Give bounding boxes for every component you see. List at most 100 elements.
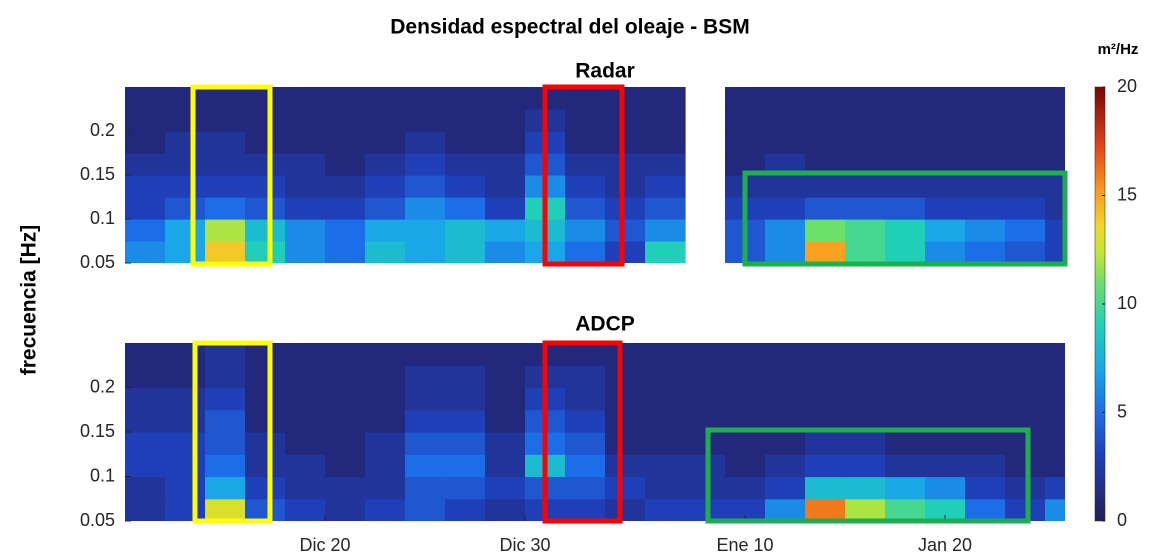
heatmap-cell [725, 387, 766, 411]
heatmap-cell [805, 109, 846, 132]
heatmap-cell [325, 343, 366, 366]
heatmap-cell [965, 454, 1006, 478]
heatmap-cell [405, 409, 446, 433]
heatmap-cell [965, 498, 1006, 521]
heatmap-cell [645, 409, 686, 433]
heatmap-cell [325, 131, 366, 154]
heatmap-cell [1045, 454, 1065, 478]
heatmap-cell [405, 131, 446, 154]
heatmap-cell [605, 343, 646, 366]
heatmap-cell [125, 87, 166, 110]
heatmap-cell [1045, 476, 1065, 500]
heatmap-cell [965, 343, 1006, 366]
heatmap-cell [685, 432, 726, 455]
heatmap-cell [805, 409, 846, 433]
heatmap-cell [245, 153, 286, 176]
heatmap-cell [725, 454, 766, 478]
heatmap-cell [125, 476, 166, 500]
heatmap-cell [845, 365, 886, 389]
heatmap-cell [725, 131, 766, 154]
heatmap-cell [765, 175, 806, 198]
heatmap-cell [885, 241, 926, 263]
heatmap-cell [645, 241, 686, 263]
heatmap-cell [565, 197, 606, 220]
heatmap-cell [445, 197, 486, 220]
heatmap-cell [125, 343, 166, 366]
heatmap-cell [205, 409, 246, 433]
heatmap-cell [1045, 432, 1065, 455]
heatmap-cell [565, 131, 606, 154]
heatmap-cell [605, 476, 646, 500]
y-tick-label: 0.2 [90, 376, 115, 396]
heatmap-cell [925, 219, 966, 242]
heatmap-cell [805, 219, 846, 242]
heatmap-cell [605, 219, 646, 242]
heatmap-cell [765, 365, 806, 389]
heatmap-cell [845, 131, 886, 154]
heatmap-cell [365, 131, 406, 154]
heatmap-cell [165, 498, 206, 521]
heatmap-cell [485, 109, 526, 132]
heatmap-cell [245, 454, 286, 478]
heatmap-cell [605, 365, 646, 389]
heatmap-cell [965, 365, 1006, 389]
heatmap-cell [485, 153, 526, 176]
heatmap-cell [445, 343, 486, 366]
heatmap-cell [645, 454, 686, 478]
heatmap-cell [645, 476, 686, 500]
heatmap-cell [165, 153, 206, 176]
heatmap-cell [325, 87, 366, 110]
y-tick-label: 0.15 [80, 421, 115, 441]
heatmap-cell [965, 219, 1006, 242]
heatmap-cell [325, 109, 366, 132]
heatmap-cell [805, 498, 846, 521]
heatmap-cell [325, 241, 366, 263]
heatmap-cell [1045, 87, 1065, 110]
heatmap-cell [885, 219, 926, 242]
heatmap-cell [205, 197, 246, 220]
heatmap-cell [925, 476, 966, 500]
heatmap-cell [845, 343, 886, 366]
heatmap-cell [285, 409, 326, 433]
heatmap-cell [325, 498, 366, 521]
heatmap-cell [1045, 409, 1065, 433]
heatmap-cell [325, 197, 366, 220]
heatmap-cell [445, 175, 486, 198]
heatmap-cell [645, 197, 686, 220]
heatmap-cell [965, 131, 1006, 154]
heatmap-cell [245, 197, 286, 220]
heatmap-cell [325, 387, 366, 411]
heatmap-cell [405, 432, 446, 455]
heatmap-cell [885, 387, 926, 411]
heatmap-cell [765, 498, 806, 521]
heatmap-cell [125, 432, 166, 455]
heatmap-cell [1005, 109, 1046, 132]
heatmap-cell [965, 175, 1006, 198]
heatmap-cell [125, 241, 166, 263]
heatmap-cell [845, 241, 886, 263]
heatmap-cell [365, 219, 406, 242]
heatmap-cell [805, 343, 846, 366]
heatmap-cell [965, 153, 1006, 176]
heatmap-cell [605, 241, 646, 263]
heatmap-cell [365, 365, 406, 389]
heatmap-cell [325, 175, 366, 198]
heatmap-cell [405, 109, 446, 132]
heatmap-cell [365, 241, 406, 263]
heatmap-cell [245, 175, 286, 198]
heatmap-cell [405, 241, 446, 263]
panel: ADCP 0.05 0.1 0.15 0.2 Dic 20 Dic 30 Ene 10 Jan … [80, 313, 1065, 555]
heatmap-cell [725, 498, 766, 521]
x-tick-label: Jan 20 [918, 535, 972, 555]
panel-title: Radar [575, 60, 635, 83]
heatmap-cell [845, 409, 886, 433]
highlight-box [192, 340, 273, 524]
heatmap-cell [925, 153, 966, 176]
heatmap-cell [445, 476, 486, 500]
heatmap-cell [245, 109, 286, 132]
heatmap-cell [285, 476, 326, 500]
heatmap-cell [885, 498, 926, 521]
heatmap-cell [885, 175, 926, 198]
heatmap-cell [325, 153, 366, 176]
